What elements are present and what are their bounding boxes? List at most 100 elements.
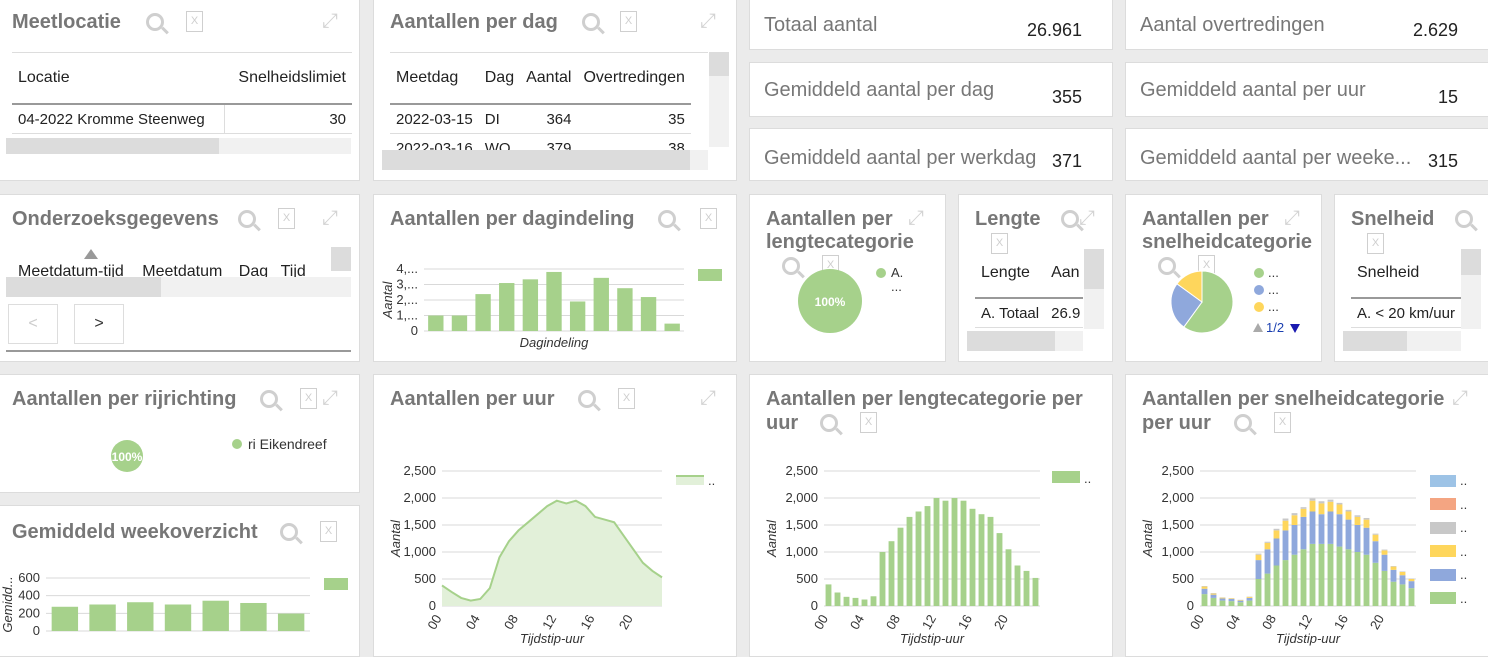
- table-row[interactable]: A. < 20 km/uur: [1351, 298, 1461, 328]
- aantallen-per-dag-table: Meetdag Dag Aantal Overtredingen 2022-03…: [390, 52, 708, 153]
- scroll-thumb[interactable]: [6, 277, 161, 297]
- horizontal-scrollbar[interactable]: [6, 138, 351, 154]
- bar: [1229, 601, 1235, 606]
- legend-label[interactable]: ...: [1268, 282, 1279, 297]
- panel-title: Onderzoeksgegevens: [12, 207, 219, 231]
- legend-item[interactable]: ..: [1430, 493, 1467, 517]
- vertical-scrollbar[interactable]: [1461, 249, 1481, 329]
- legend-label[interactable]: ..: [708, 473, 715, 488]
- legend-item[interactable]: ..: [1430, 516, 1467, 540]
- legend-item[interactable]: ..: [1430, 587, 1467, 611]
- search-icon[interactable]: [1061, 210, 1079, 228]
- search-icon[interactable]: [582, 13, 600, 31]
- legend-label[interactable]: ...: [1268, 299, 1279, 314]
- column-header[interactable]: Lengte: [975, 249, 1045, 298]
- next-page-button[interactable]: >: [74, 304, 124, 344]
- y-tick-label: 0: [33, 623, 40, 638]
- horizontal-scrollbar[interactable]: [382, 150, 708, 170]
- excel-export-icon[interactable]: X: [186, 11, 203, 32]
- column-header[interactable]: Snelheidslimiet: [224, 53, 352, 104]
- expand-icon[interactable]: ⤢: [700, 11, 716, 31]
- legend-swatch[interactable]: [1052, 471, 1080, 483]
- bar: [1265, 543, 1271, 549]
- horizontal-scrollbar[interactable]: [6, 277, 351, 297]
- bar: [1238, 601, 1244, 603]
- table-cell: 30: [224, 104, 352, 134]
- bar: [1373, 534, 1379, 535]
- horizontal-scrollbar[interactable]: [1343, 331, 1461, 351]
- sort-arrow-icon[interactable]: [84, 249, 98, 259]
- expand-icon[interactable]: ⤢: [322, 11, 338, 31]
- legend-prev-icon[interactable]: [1253, 323, 1263, 332]
- search-icon[interactable]: [1455, 210, 1473, 228]
- search-icon[interactable]: [238, 210, 256, 228]
- column-header[interactable]: Overtredingen: [577, 53, 690, 104]
- snelheid-table: Snelheid A. < 20 km/uur: [1351, 249, 1461, 328]
- bar: [1015, 566, 1021, 607]
- column-header[interactable]: Meetdag: [390, 53, 479, 104]
- bar: [1202, 587, 1208, 589]
- bar: [907, 517, 913, 606]
- legend-label[interactable]: A.: [891, 265, 903, 280]
- legend-label[interactable]: ...: [1268, 265, 1279, 280]
- legend-item[interactable]: ..: [1430, 563, 1467, 587]
- scroll-thumb[interactable]: [6, 138, 219, 154]
- bar: [1364, 528, 1370, 555]
- excel-export-icon[interactable]: X: [278, 208, 295, 229]
- legend-swatch[interactable]: [698, 269, 722, 281]
- bar: [1247, 598, 1253, 601]
- table-cell: 04-2022 Kromme Steenweg: [12, 104, 224, 134]
- previous-page-button[interactable]: <: [8, 304, 58, 344]
- bar: [1364, 520, 1370, 528]
- search-icon[interactable]: [146, 13, 164, 31]
- expand-icon[interactable]: ⤢: [322, 208, 338, 228]
- column-header[interactable]: Locatie: [12, 53, 224, 104]
- bar: [89, 605, 115, 632]
- y-tick-label: 2,500: [1161, 463, 1194, 478]
- bar: [1238, 602, 1244, 606]
- scroll-thumb[interactable]: [1461, 249, 1481, 275]
- legend-swatch[interactable]: [324, 578, 348, 590]
- legend-next-icon[interactable]: [1290, 324, 1300, 333]
- vertical-scrollbar[interactable]: [709, 52, 729, 147]
- bar: [1391, 570, 1397, 582]
- column-header[interactable]: Snelheid: [1351, 249, 1461, 298]
- scroll-thumb[interactable]: [382, 150, 690, 170]
- legend-label[interactable]: ri Eikendreef: [248, 436, 327, 452]
- legend-pager: 1/2: [1266, 320, 1284, 335]
- bar: [916, 512, 922, 607]
- bar: [1346, 520, 1352, 550]
- kpi-totaal-aantal: Totaal aantal 26.961: [749, 0, 1113, 50]
- kpi-label: Gemiddeld aantal per werkdag: [764, 147, 1036, 170]
- excel-export-icon[interactable]: X: [620, 11, 637, 32]
- aantallen-per-dag-panel: Aantallen per dag X ⤢ Meetdag Dag Aantal…: [373, 0, 737, 181]
- vertical-scrollbar[interactable]: [331, 247, 351, 271]
- scroll-thumb[interactable]: [1343, 331, 1407, 351]
- scroll-thumb[interactable]: [1084, 249, 1104, 289]
- legend-item[interactable]: ..: [1430, 540, 1467, 564]
- legend-swatch[interactable]: [676, 475, 704, 485]
- bar: [925, 506, 931, 606]
- column-header[interactable]: Aantal: [520, 53, 577, 104]
- legend-label[interactable]: ..: [1084, 471, 1091, 486]
- column-header[interactable]: Aan: [1045, 249, 1083, 298]
- legend-item[interactable]: ..: [1430, 469, 1467, 493]
- bar: [943, 501, 949, 606]
- legend-label[interactable]: ...: [891, 279, 902, 294]
- vertical-scrollbar[interactable]: [1084, 249, 1104, 329]
- expand-icon[interactable]: ⤢: [1079, 208, 1095, 228]
- y-tick-label: 1,000: [785, 544, 818, 559]
- bar: [1292, 555, 1298, 606]
- x-tick-label: 04: [463, 612, 483, 632]
- scroll-thumb[interactable]: [967, 331, 1055, 351]
- y-tick-label: 400: [18, 588, 40, 603]
- column-header[interactable]: Dag: [479, 53, 520, 104]
- horizontal-scrollbar[interactable]: [967, 331, 1083, 351]
- scroll-thumb[interactable]: [709, 52, 729, 76]
- bar: [1211, 595, 1217, 598]
